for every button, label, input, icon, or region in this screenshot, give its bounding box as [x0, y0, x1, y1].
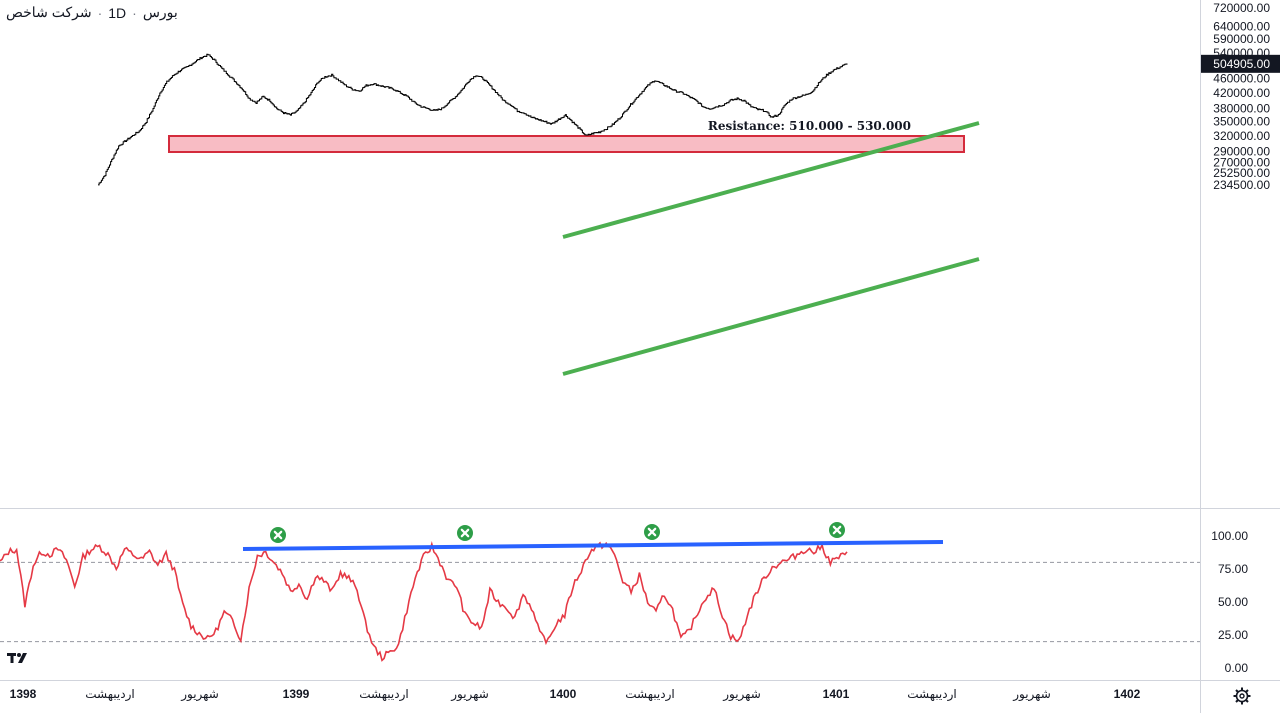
- oscillator-resistance-trendline[interactable]: [242, 540, 944, 551]
- channel-lower-trendline[interactable]: [562, 257, 980, 376]
- x-mark: [460, 528, 470, 538]
- channel-upper-trendline[interactable]: [562, 121, 980, 239]
- price-tick-label: 720000.00: [1213, 1, 1270, 15]
- time-tick-label: اردیبهشت: [907, 687, 956, 702]
- price-tick-label: 234500.00: [1213, 178, 1270, 192]
- price-tick-label: 460000.00: [1213, 72, 1270, 86]
- oscillator-tick-label: 25.00: [1218, 628, 1248, 642]
- time-tick-label: اردیبهشت: [359, 687, 408, 702]
- oscillator-tick-label: 75.00: [1218, 562, 1248, 576]
- oscillator-tick-label: 50.00: [1218, 595, 1248, 609]
- oscillator-pane: [0, 522, 1200, 662]
- price-tick-label: 290000.00: [1213, 144, 1270, 158]
- oscillator-line[interactable]: [0, 541, 848, 662]
- price-tick-label: 380000.00: [1213, 102, 1270, 116]
- x-circle-icon: [270, 527, 286, 543]
- oscillator-tick-label: 0.00: [1225, 661, 1249, 675]
- price-series-line[interactable]: [98, 53, 848, 186]
- price-axis[interactable]: 720000.00640000.00590000.00540000.004600…: [1201, 1, 1280, 675]
- resistance-label: Resistance: 510.000 - 530.000: [708, 119, 911, 133]
- symbol-header[interactable]: شرکت شاخص · 1D · بورس: [6, 4, 178, 21]
- price-tick-label: 640000.00: [1213, 19, 1270, 33]
- time-tick-label: اردیبهشت: [625, 687, 674, 702]
- header-separator: ·: [97, 4, 103, 21]
- header-separator: ·: [132, 4, 137, 21]
- interval-label[interactable]: 1D: [108, 4, 127, 21]
- time-tick-label: شهریور: [450, 687, 489, 702]
- time-tick-label: 1401: [823, 687, 850, 701]
- resistance-zone[interactable]: [168, 135, 965, 153]
- price-tick-label: 320000.00: [1213, 129, 1270, 143]
- time-axis[interactable]: 1398 اردیبهشت شهریور 1399 اردیبهشت شهریور 1400…: [10, 687, 1141, 702]
- oscillator-tick-label: 100.00: [1211, 529, 1248, 543]
- x-circle-icon: [829, 522, 845, 538]
- x-mark: [647, 527, 657, 537]
- price-tick-label: 350000.00: [1213, 115, 1270, 129]
- time-tick-label: شهریور: [722, 687, 761, 702]
- x-mark: [273, 530, 283, 540]
- tradingview-logo-icon[interactable]: [7, 649, 33, 669]
- exchange-name: بورس: [142, 4, 178, 20]
- price-tick-label: 252500.00: [1213, 166, 1270, 180]
- x-mark: [832, 525, 842, 535]
- time-tick-label: 1399: [283, 687, 310, 701]
- current-price-badge: [1201, 54, 1280, 73]
- time-tick-label: شهریور: [180, 687, 219, 702]
- gear-icon[interactable]: [1232, 686, 1252, 706]
- price-pane: Resistance: 510.000 - 530.000: [98, 53, 980, 376]
- symbol-name: شرکت شاخص: [6, 4, 92, 20]
- price-tick-label: 590000.00: [1213, 32, 1270, 46]
- current-price-label: 504905.00: [1213, 57, 1270, 71]
- price-tick-label: 270000.00: [1213, 156, 1270, 170]
- time-tick-label: 1398: [10, 687, 37, 701]
- x-circle-icon: [644, 524, 660, 540]
- time-tick-label: اردیبهشت: [85, 687, 134, 702]
- time-tick-label: 1402: [1114, 687, 1141, 701]
- x-circle-icon: [457, 525, 473, 541]
- time-tick-label: 1400: [550, 687, 577, 701]
- price-tick-label: 420000.00: [1213, 86, 1270, 100]
- time-tick-label: شهریور: [1012, 687, 1051, 702]
